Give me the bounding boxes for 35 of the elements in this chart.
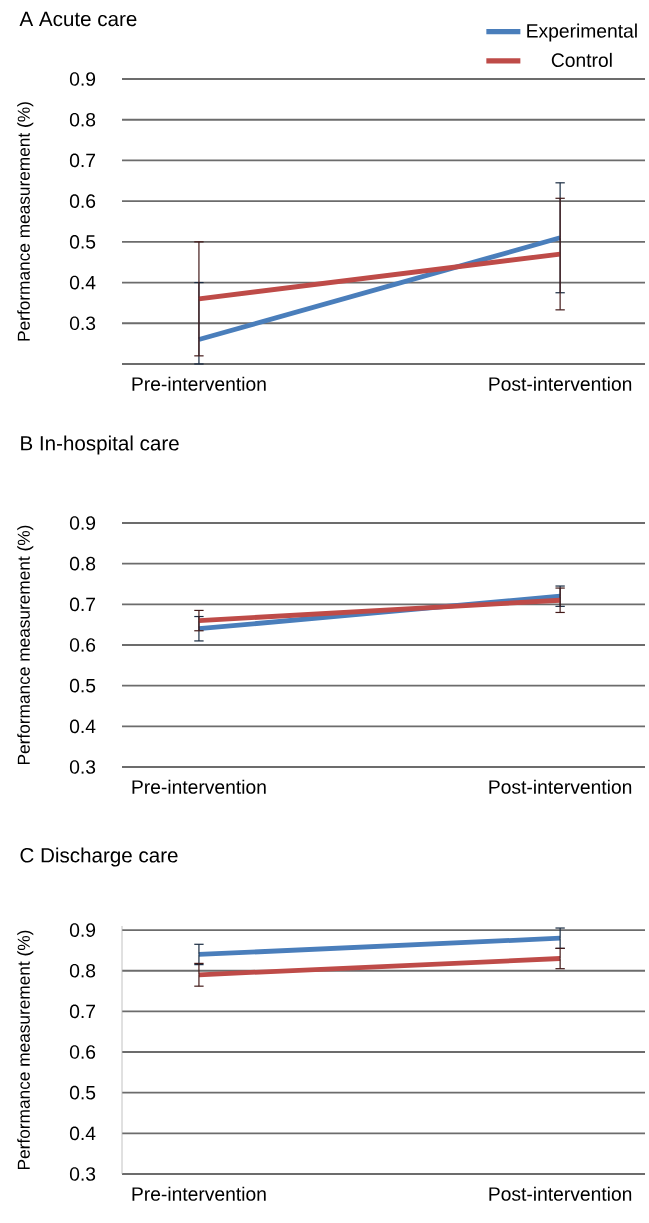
x-tick-label: Pre-intervention <box>132 779 266 794</box>
legend-label: Control <box>551 52 612 67</box>
y-tick-label: 0.3 <box>69 316 96 331</box>
y-axis-title: Performance measurement (%) <box>17 102 34 341</box>
chart-title: B In-hospital care <box>21 435 179 455</box>
y-axis-title: Performance measurement (%) <box>17 930 34 1170</box>
x-tick-label: Post-intervention <box>489 779 632 794</box>
y-tick-label: 0.4 <box>69 1126 96 1141</box>
y-tick-label: 0.5 <box>69 678 96 693</box>
x-tick-label: Pre-intervention <box>132 376 266 391</box>
y-tick-label: 0.3 <box>69 760 96 774</box>
y-tick-label: 0.7 <box>69 153 96 168</box>
y-tick-label: 0.6 <box>69 1045 96 1059</box>
y-tick-label: 0.6 <box>69 194 96 208</box>
y-tick-label: 0.8 <box>69 112 96 127</box>
y-tick-label: 0.4 <box>69 719 96 734</box>
y-tick-label: 0.9 <box>69 516 96 530</box>
y-tick-label: 0.4 <box>69 275 96 290</box>
y-tick-label: 0.5 <box>69 1085 96 1100</box>
x-tick-label: Post-intervention <box>489 376 632 391</box>
y-tick-label: 0.7 <box>69 597 96 612</box>
y-tick-label: 0.8 <box>69 963 96 978</box>
y-tick-label: 0.5 <box>69 235 96 249</box>
x-tick-label: Post-intervention <box>489 1186 632 1201</box>
y-tick-label: 0.6 <box>69 638 96 652</box>
y-tick-label: 0.9 <box>69 72 96 86</box>
y-tick-label: 0.3 <box>69 1167 96 1181</box>
chart-title: C Discharge care <box>20 847 178 867</box>
y-axis-title: Performance measurement (%) <box>17 525 34 765</box>
legend-label: Experimental <box>527 23 637 42</box>
x-tick-label: Pre-intervention <box>132 1186 266 1201</box>
y-tick-label: 0.8 <box>69 556 96 571</box>
chart-title: A Acute care <box>19 11 137 27</box>
y-tick-label: 0.7 <box>69 1004 96 1019</box>
y-tick-label: 0.9 <box>69 923 96 937</box>
